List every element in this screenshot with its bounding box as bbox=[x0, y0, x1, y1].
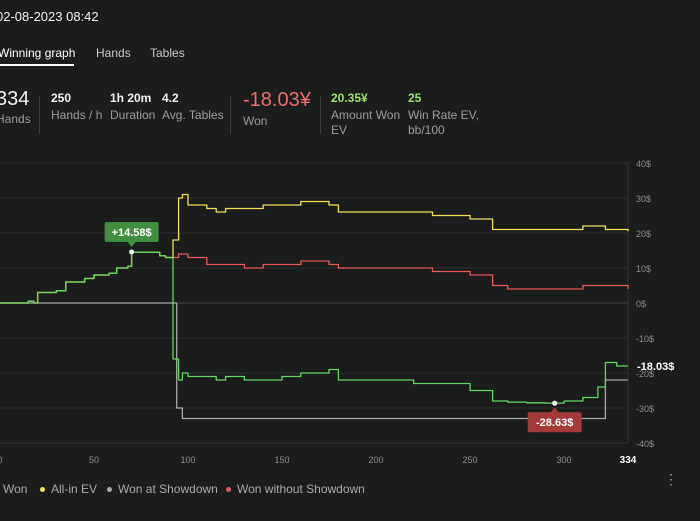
x-tick-label: 334 bbox=[620, 455, 637, 466]
stat-won-value: -18.03¥ bbox=[243, 89, 311, 111]
y-tick-label: 40$ bbox=[636, 159, 651, 169]
legend-dot bbox=[40, 486, 45, 492]
stat-hands-per-hour-label: Hands / h bbox=[51, 108, 103, 122]
series-line-all-in-ev bbox=[0, 193, 629, 304]
label-line: bb/100 bbox=[408, 123, 445, 137]
y-tick-label: -30$ bbox=[636, 404, 654, 414]
current-value-label: -18.03$ bbox=[637, 361, 674, 373]
y-tick-label: 10$ bbox=[636, 264, 651, 274]
stat-hands-per-hour-value: 250 bbox=[51, 91, 72, 105]
label-line: EV bbox=[331, 123, 348, 137]
label-line: Amount Won bbox=[331, 108, 401, 122]
x-tick-label: 250 bbox=[463, 455, 478, 465]
badge-pointer bbox=[550, 407, 559, 413]
tab-label: Winning graph bbox=[0, 46, 76, 60]
x-tick-label: 300 bbox=[557, 455, 572, 465]
annotation-label: +14.58$ bbox=[112, 227, 152, 239]
legend-label: Won bbox=[3, 482, 28, 496]
stat-win-rate-ev: 25 Win Rate EV, bb/100 bbox=[408, 91, 479, 138]
y-tick-label: 0$ bbox=[636, 299, 646, 309]
y-tick-label: -20$ bbox=[636, 369, 654, 379]
stat-divider bbox=[39, 96, 40, 134]
stat-hands-per-hour: 250 Hands / h bbox=[51, 91, 102, 123]
y-tick-label: 30$ bbox=[636, 194, 651, 204]
stat-divider bbox=[320, 96, 321, 134]
badge-pointer bbox=[127, 241, 136, 247]
stat-win-rate-ev-label: Win Rate EV, bb/100 bbox=[408, 108, 479, 138]
x-tick-label: 100 bbox=[181, 455, 196, 465]
y-tick-label: 20$ bbox=[636, 229, 651, 239]
legend-label: All-in EV bbox=[51, 482, 98, 496]
active-tab-indicator bbox=[0, 64, 74, 66]
more-options-icon[interactable]: ⋮ bbox=[664, 471, 678, 487]
stat-duration-value: 1h 20m bbox=[110, 91, 152, 105]
x-tick-label: 200 bbox=[369, 455, 384, 465]
stat-divider bbox=[230, 96, 231, 134]
stat-avg-tables: 4.2 Avg. Tables bbox=[162, 91, 224, 123]
x-tick-label: 50 bbox=[89, 455, 99, 465]
y-tick-label: -10$ bbox=[636, 334, 654, 344]
stat-hands-label: Hands bbox=[0, 112, 31, 126]
y-tick-label: -40$ bbox=[636, 439, 654, 449]
legend-label: Won without Showdown bbox=[237, 482, 365, 496]
session-datetime: 02-08-2023 08:42 bbox=[0, 9, 99, 24]
annotation-label: -28.63$ bbox=[536, 417, 573, 429]
max-value-badge bbox=[104, 221, 159, 242]
legend-item-won[interactable]: Won bbox=[0, 482, 27, 496]
stat-hands-value: 334 bbox=[0, 88, 30, 110]
stat-amount-won-ev: 20.35¥ Amount Won EV bbox=[331, 91, 400, 138]
legend-item-won-at-showdown[interactable]: Won at Showdown bbox=[107, 482, 218, 496]
stat-amount-won-ev-label: Amount Won EV bbox=[331, 108, 400, 138]
stat-avg-tables-label: Avg. Tables bbox=[162, 108, 224, 122]
legend-item-all-in-ev[interactable]: All-in EV bbox=[40, 482, 97, 496]
annotation-point bbox=[552, 400, 558, 406]
stat-won-label: Won bbox=[243, 114, 268, 128]
label-line: Win Rate EV, bbox=[408, 108, 479, 122]
tab-hands[interactable]: Hands bbox=[96, 46, 131, 60]
legend-label: Won at Showdown bbox=[118, 482, 218, 496]
annotation-point bbox=[129, 249, 135, 255]
x-tick-label: 0 bbox=[0, 455, 3, 465]
stat-duration-label: Duration bbox=[110, 108, 156, 122]
tab-tables[interactable]: Tables bbox=[150, 46, 185, 60]
legend-dot bbox=[107, 486, 112, 492]
stat-won: -18.03¥ Won bbox=[243, 89, 311, 129]
stat-duration: 1h 20m Duration bbox=[110, 91, 155, 123]
legend-dot bbox=[226, 486, 231, 492]
series-line-won bbox=[0, 251, 628, 404]
legend-item-won-without-showdown[interactable]: Won without Showdown bbox=[226, 482, 365, 496]
tab-winning-graph[interactable]: Winning graph bbox=[0, 46, 76, 66]
stat-hands: 334 Hands bbox=[0, 88, 31, 127]
stat-win-rate-ev-value: 25 bbox=[408, 91, 422, 105]
min-value-badge bbox=[527, 412, 582, 433]
stat-amount-won-ev-value: 20.35¥ bbox=[331, 91, 368, 105]
x-tick-label: 150 bbox=[275, 455, 290, 465]
stat-avg-tables-value: 4.2 bbox=[162, 91, 179, 105]
series-line-won-at-showdown bbox=[0, 302, 628, 420]
